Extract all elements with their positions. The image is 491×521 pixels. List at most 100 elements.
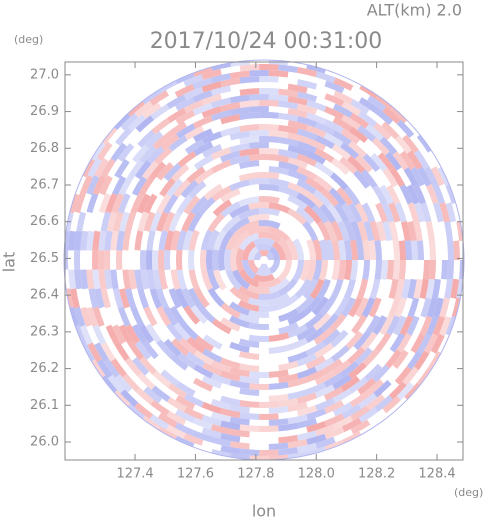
radar-cell (86, 192, 99, 214)
radar-cell (322, 329, 341, 347)
radar-cell (296, 128, 318, 141)
radar-cell (324, 106, 345, 120)
radar-cell (294, 278, 312, 299)
radar-cell (439, 316, 452, 337)
radar-cell (118, 211, 130, 232)
radar-cell (268, 292, 291, 306)
radar-cell (180, 321, 199, 341)
radar-cell (201, 401, 222, 414)
radar-cell (137, 211, 149, 232)
radar-cell (219, 357, 241, 370)
radar-cell (184, 139, 205, 155)
radar-cell (156, 193, 172, 214)
radar-cell (220, 302, 241, 319)
radar-cell (156, 339, 174, 358)
radar-cell (259, 401, 279, 408)
radar-cell (150, 104, 170, 120)
radar-cell (175, 123, 196, 139)
radar-cell (202, 348, 223, 363)
radar-cell (309, 278, 325, 300)
radar-cell (130, 306, 144, 327)
radar-cell (192, 430, 213, 443)
radar-cell (210, 398, 232, 411)
radar-cell (220, 114, 241, 125)
radar-cell (445, 202, 457, 223)
radar-cell (141, 160, 159, 180)
radar-cell (399, 150, 416, 170)
radar-cell (220, 77, 241, 88)
radar-cell (303, 205, 322, 224)
radar-cell (320, 188, 339, 207)
radar-cell (374, 108, 394, 125)
radar-cell (120, 389, 139, 407)
radar-cell (420, 202, 432, 223)
radar-cell (238, 160, 260, 170)
radar-cell (357, 378, 377, 395)
radar-cell (336, 186, 354, 206)
radar-cell (171, 163, 190, 182)
radar-cell (220, 126, 241, 137)
x-axis-label: lon (252, 502, 276, 521)
radar-cell (210, 73, 232, 84)
radar-cell (326, 203, 343, 224)
radar-cell (315, 436, 336, 449)
radar-cell (296, 325, 317, 341)
radar-cell (348, 140, 367, 158)
radar-cell (432, 315, 446, 337)
radar-cell (203, 183, 223, 201)
radar-cell (118, 324, 134, 345)
radar-cell (94, 342, 109, 362)
radar-cell (173, 179, 191, 198)
radar-cell (229, 155, 250, 166)
radar-cell (200, 229, 213, 251)
radar-cell (206, 269, 220, 291)
radar-cell (444, 221, 453, 242)
radar-cell (314, 342, 334, 359)
radar-cell (173, 322, 191, 341)
radar-cell (379, 315, 394, 336)
radar-cell (389, 167, 405, 188)
radar-cell (134, 160, 152, 180)
radar-cell (349, 126, 369, 144)
radar-cell (371, 364, 390, 383)
radar-cell (248, 154, 270, 162)
radar-cell (87, 342, 102, 363)
radar-cell (146, 230, 156, 251)
radar-cell (239, 412, 260, 420)
radar-cell (256, 244, 272, 252)
radar-image (64, 60, 464, 460)
radar-cell (362, 239, 370, 260)
radar-cell (324, 413, 345, 427)
radar-cell (112, 112, 131, 131)
radar-cell (339, 156, 358, 175)
radar-cell (74, 306, 86, 328)
radar-cell (149, 288, 162, 309)
radar-cell (349, 239, 358, 260)
radar-cell (296, 366, 318, 380)
radar-cell (175, 96, 195, 112)
radar-cell (381, 121, 400, 140)
radar-cell (278, 112, 299, 122)
radar-cell (360, 331, 378, 351)
radar-cell (149, 90, 169, 106)
radar-cell (130, 193, 144, 214)
radar-cell (211, 159, 232, 174)
radar-cell (210, 373, 232, 386)
radar-cell (354, 297, 369, 318)
radar-cell (292, 260, 304, 282)
radar-cell (143, 193, 158, 214)
radar-cell (315, 71, 336, 84)
radar-cell (176, 269, 187, 291)
radar-cell (350, 99, 370, 115)
radar-cell (156, 211, 169, 232)
radar-cell (248, 334, 270, 343)
radar-cell (193, 128, 214, 143)
radar-cell (167, 121, 187, 138)
radar-cell (365, 123, 384, 141)
radar-cell (323, 132, 344, 148)
radar-cell (248, 177, 270, 186)
radar-cell (394, 297, 407, 318)
radar-cell (296, 442, 318, 454)
radar-cell (253, 273, 275, 282)
radar-cell (349, 112, 370, 129)
